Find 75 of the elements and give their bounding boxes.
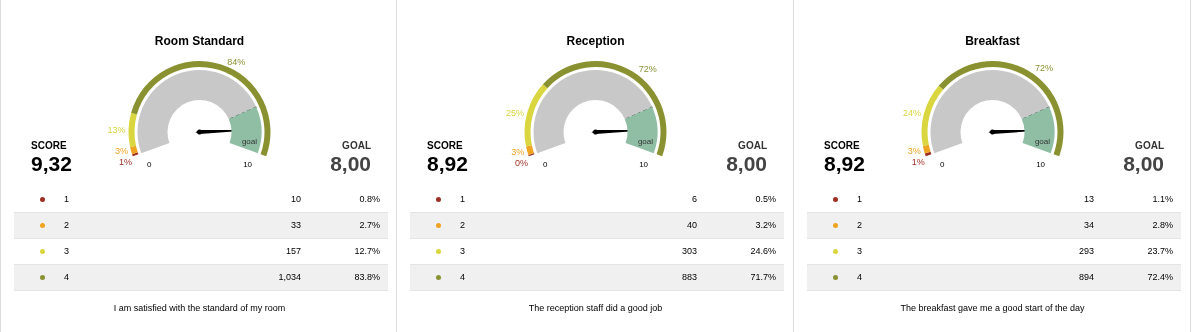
text: 24.6% xyxy=(750,246,776,256)
text: 0.8% xyxy=(359,194,380,204)
text: 9,32 xyxy=(31,152,72,176)
text: 10 xyxy=(1036,160,1046,170)
text: 8,00 xyxy=(726,152,767,176)
data-label: 3% xyxy=(907,145,921,156)
text: 303 xyxy=(681,246,697,256)
text: 12.7% xyxy=(354,246,380,256)
text: The breakfast gave me a good start of the day xyxy=(899,303,1086,313)
text: 8,00 xyxy=(330,152,371,176)
data-label: 3% xyxy=(511,146,525,157)
text: 83.8% xyxy=(354,272,380,282)
text: 40 xyxy=(686,220,697,230)
text: SCORE xyxy=(824,140,860,151)
text: GOAL xyxy=(738,140,767,151)
legend-label: 1 xyxy=(64,193,70,206)
text: 33 xyxy=(290,220,301,230)
text: GOAL xyxy=(342,140,371,151)
text: 6 xyxy=(691,194,697,204)
text: 2.8% xyxy=(1152,220,1173,230)
text: 8,92 xyxy=(427,152,468,176)
text: 8,92 xyxy=(824,152,865,176)
chart-title: Reception xyxy=(566,34,625,48)
text: 10 xyxy=(290,194,301,204)
text: 8,00 xyxy=(1123,152,1164,176)
text: 0 xyxy=(542,160,548,170)
legend-label: 2 xyxy=(857,219,863,232)
text: SCORE xyxy=(31,140,67,151)
data-label: 1% xyxy=(911,156,925,167)
text: 3.2% xyxy=(755,220,776,230)
data-label: 13% xyxy=(107,124,126,135)
text: 13 xyxy=(1083,194,1094,204)
text: 293 xyxy=(1078,246,1094,256)
data-label: 72% xyxy=(1034,63,1053,74)
text: I am satisfied with the standard of my room xyxy=(112,303,287,313)
data-label: 84% xyxy=(227,56,246,67)
text: 23.7% xyxy=(1147,246,1173,256)
legend-label: 2 xyxy=(64,219,70,232)
text: 894 xyxy=(1078,272,1094,282)
chart-title: Room Standard xyxy=(154,34,245,48)
slice-label: goal xyxy=(241,136,258,146)
text: 34 xyxy=(1083,220,1094,230)
slice-label: goal xyxy=(1034,136,1051,146)
data-label: 72% xyxy=(638,63,657,74)
text: SCORE xyxy=(427,140,463,151)
legend-label: 3 xyxy=(64,245,70,258)
text: 10 xyxy=(639,160,649,170)
data-label: 24% xyxy=(902,108,921,119)
text: 10 xyxy=(243,160,253,170)
text: 71.7% xyxy=(750,272,776,282)
text: 2.7% xyxy=(359,220,380,230)
legend-label: 1 xyxy=(460,193,466,206)
legend-label: 3 xyxy=(857,245,863,258)
data-label: 3% xyxy=(115,146,129,157)
text: 0.5% xyxy=(755,194,776,204)
text: The reception staff did a good job xyxy=(527,303,664,313)
text: 72.4% xyxy=(1147,272,1173,282)
legend-label: 3 xyxy=(460,245,466,258)
text: 157 xyxy=(285,246,301,256)
legend-label: 4 xyxy=(64,271,70,284)
text: 0 xyxy=(146,160,152,170)
legend-label: 4 xyxy=(857,271,863,284)
slice-label: goal xyxy=(637,136,654,146)
data-label: 25% xyxy=(506,107,525,118)
chart-title: Breakfast xyxy=(965,34,1020,48)
text: 1.1% xyxy=(1152,194,1173,204)
text: 883 xyxy=(681,272,697,282)
text: 0 xyxy=(939,160,945,170)
text: GOAL xyxy=(1135,140,1164,151)
text: 1,034 xyxy=(278,272,301,282)
legend-label: 4 xyxy=(460,271,466,284)
legend-label: 2 xyxy=(460,219,466,232)
legend-label: 1 xyxy=(857,193,863,206)
data-label: 1% xyxy=(119,157,133,168)
data-label: 0% xyxy=(515,157,529,168)
